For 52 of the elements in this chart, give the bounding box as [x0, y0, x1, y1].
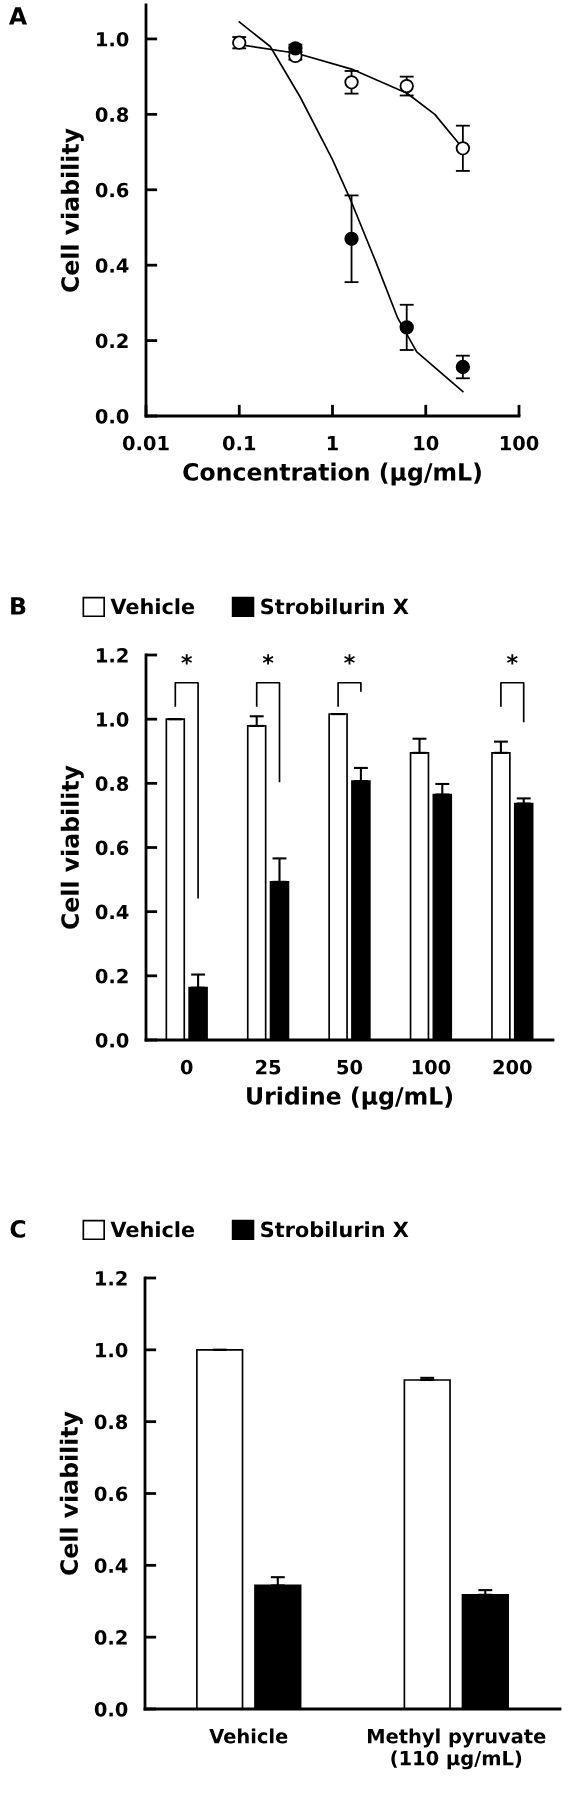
y-axis-title: Cell viability — [60, 128, 84, 292]
annotation: * — [344, 654, 355, 665]
x-tick-label: 0.1 — [222, 435, 256, 451]
y-tick-label: 0.2 — [95, 333, 128, 349]
x-tick-label: 100 — [500, 435, 539, 451]
annotation: * — [506, 654, 518, 665]
y-tick-label: 0.0 — [95, 1032, 129, 1048]
x-tick-label: 0.01 — [122, 435, 169, 451]
y-tick-label: 1.2 — [96, 1270, 127, 1286]
y-tick-label: 1.0 — [97, 31, 129, 47]
chart-title: C — [10, 1219, 26, 1238]
x-tick-label: 0 — [180, 1059, 193, 1075]
legend-label: Strobilurin X — [261, 1221, 409, 1238]
x-tick-label: 200 — [493, 1059, 532, 1075]
annotation: * — [262, 654, 274, 665]
point — [344, 75, 359, 90]
legend-label: Vehicle — [110, 1221, 195, 1238]
legend-label: Strobilurin X — [261, 598, 409, 615]
y-tick-label: 0.6 — [95, 182, 129, 198]
annotation: * — [181, 654, 193, 665]
x-axis-title: Uridine (μg/mL) — [247, 1086, 453, 1110]
chart-title: A — [8, 7, 28, 25]
y-tick-label: 0.4 — [95, 904, 129, 920]
y-tick-label: 0.8 — [95, 776, 129, 791]
y-tick-label: 1.0 — [96, 1342, 128, 1358]
y-tick-label: 0.4 — [95, 258, 129, 273]
y-tick-label: 0.6 — [94, 1486, 128, 1502]
x-tick-label: 10 — [414, 435, 439, 451]
y-axis-title: Cell viability — [59, 1411, 83, 1575]
y-tick-label: 0.0 — [94, 1701, 128, 1717]
x-tick-label: 1 — [327, 436, 338, 451]
y-tick-label: 1.2 — [97, 647, 128, 663]
point — [455, 141, 471, 156]
y-axis-title: Cell viability — [60, 765, 84, 929]
legend-label: Vehicle — [110, 598, 195, 615]
y-tick-label: 0.6 — [95, 840, 129, 856]
y-tick-label: 0.0 — [95, 408, 129, 424]
x-tick-label: 50 — [337, 1059, 363, 1075]
y-tick-label: 0.4 — [94, 1558, 128, 1573]
y-tick-label: 1.0 — [97, 712, 129, 727]
y-tick-label: 0.2 — [94, 1630, 127, 1645]
x-tick-label: Methyl pyruvate (110 μg/mL) — [367, 1728, 546, 1770]
y-tick-label: 0.8 — [95, 107, 129, 123]
point — [344, 231, 359, 246]
x-tick-label: 100 — [412, 1059, 451, 1075]
x-axis-title: Concentration (μg/mL) — [183, 462, 481, 486]
point — [455, 359, 471, 375]
chart-title: B — [11, 597, 26, 615]
y-tick-label: 0.8 — [94, 1414, 128, 1430]
y-tick-label: 0.2 — [95, 968, 128, 984]
point — [399, 320, 414, 335]
x-tick-label: 25 — [256, 1059, 281, 1075]
